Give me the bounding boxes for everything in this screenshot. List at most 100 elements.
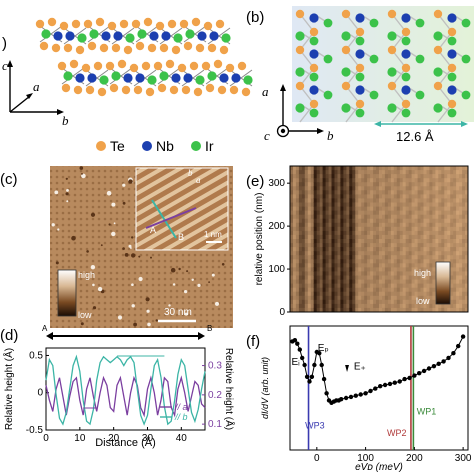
heatmap-cell (290, 230, 294, 236)
heatmap-cell (319, 247, 324, 252)
heatmap-cell (396, 218, 401, 224)
heatmap-cell (304, 170, 309, 175)
te-atom (169, 85, 179, 95)
heatmap-cell (316, 198, 321, 203)
spectrum-point (297, 347, 302, 352)
heatmap-cell (307, 283, 312, 289)
heatmap-cell (453, 243, 457, 248)
heatmap-cell (313, 190, 318, 195)
te-atom (387, 9, 397, 19)
heatmap-cell (373, 194, 377, 199)
heatmap-cell (304, 303, 309, 309)
heatmap-cell (367, 307, 371, 313)
heatmap-cell (402, 230, 407, 236)
heatmap-cell (349, 218, 353, 224)
spectrum-point (436, 361, 441, 366)
heatmap-cell (399, 174, 404, 179)
heatmap-cell (462, 279, 466, 285)
heatmap-cell (334, 267, 338, 272)
heatmap-cell (405, 178, 410, 183)
heatmap-cell (340, 210, 344, 216)
heatmap-cell (316, 279, 321, 285)
heatmap-cell (453, 279, 457, 285)
heatmap-cell (293, 251, 297, 256)
te-atom (237, 61, 247, 71)
heatmap-cell (408, 202, 413, 207)
heatmap-cell (310, 166, 315, 171)
heatmap-cell (408, 259, 413, 264)
nb-atom (355, 85, 365, 95)
heatmap-cell (376, 239, 380, 244)
heatmap-cell (441, 243, 445, 248)
heatmap-cell (310, 202, 315, 207)
heatmap-cell (456, 170, 460, 175)
heatmap-cell (420, 295, 424, 301)
heatmap-cell (426, 283, 430, 289)
heatmap-cell (319, 263, 324, 268)
bond (111, 27, 135, 45)
te-atom (171, 45, 181, 55)
heatmap-cell (376, 287, 380, 293)
colorbar-low-label-e: low (416, 296, 430, 306)
heatmap-cell (405, 198, 410, 203)
heatmap-cell (355, 275, 359, 280)
heatmap-cell (328, 226, 332, 232)
heatmap-cell (310, 279, 315, 285)
heatmap-cell (435, 206, 439, 212)
heatmap-cell (384, 287, 389, 293)
heatmap-cell (384, 170, 389, 175)
heatmap-cell (420, 206, 424, 212)
heatmap-cell (393, 190, 398, 195)
heatmap-cell (399, 267, 404, 272)
heatmap-cell (322, 303, 326, 309)
heatmap-cell (411, 214, 415, 220)
heatmap-cell (334, 299, 338, 305)
heatmap-cell (301, 226, 306, 232)
heatmap-cell (387, 303, 392, 309)
te-atom (213, 59, 223, 69)
heatmap-cell (334, 275, 338, 280)
te-atom (205, 83, 215, 93)
heatmap-cell (337, 239, 341, 244)
heatmap-cell (367, 182, 371, 187)
heatmap-cell (390, 182, 395, 187)
heatmap-cell (420, 198, 424, 203)
heatmap-cell (319, 166, 324, 171)
heatmap-cell (376, 234, 380, 240)
heatmap-cell (465, 239, 469, 244)
heatmap-cell (379, 234, 383, 240)
heatmap-cell (435, 307, 439, 313)
heatmap-cell (322, 283, 326, 289)
heatmap-cell (373, 271, 377, 276)
heatmap-cell (319, 202, 324, 207)
heatmap-cell (444, 206, 448, 212)
heatmap-cell (462, 206, 466, 212)
heatmap-cell (352, 230, 356, 236)
heatmap-cell (337, 271, 341, 276)
spectrum-point (397, 379, 402, 384)
heatmap-cell (396, 222, 401, 228)
heatmap-cell (346, 299, 350, 305)
heatmap-cell (355, 267, 359, 272)
heatmap-cell (340, 275, 344, 280)
heatmap-cell (328, 283, 332, 289)
heatmap-cell (361, 291, 365, 297)
heatmap-cell (432, 186, 436, 191)
nb-atom (113, 31, 123, 41)
heatmap-cell (313, 299, 318, 305)
heatmap-cell (328, 186, 332, 191)
heatmap-cell (405, 202, 410, 207)
heatmap-cell (319, 218, 324, 224)
heatmap-cell (456, 263, 460, 268)
heatmap-cell (301, 255, 306, 260)
heatmap-cell (293, 186, 297, 191)
heatmap-cell (384, 279, 389, 285)
x-tick-label-f: 0 (314, 453, 320, 464)
heatmap-cell (411, 210, 415, 216)
heatmap-cell (340, 247, 344, 252)
x-axis-label-f: eVᴅ (meV) (355, 462, 403, 473)
heatmap-cell (343, 210, 347, 216)
defect (138, 255, 141, 258)
heatmap-cell (295, 299, 300, 305)
ir-atom (323, 54, 333, 64)
